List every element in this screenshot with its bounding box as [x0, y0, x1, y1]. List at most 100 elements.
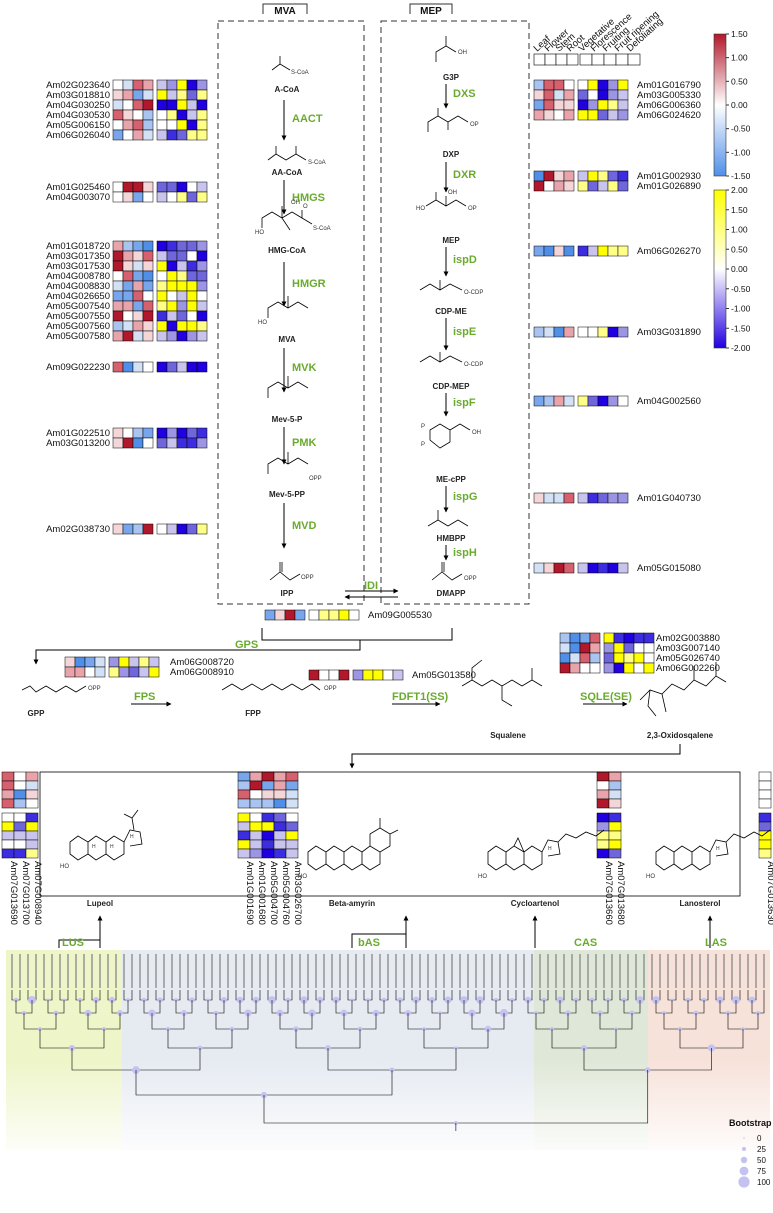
- tissue-cell: [122, 310, 134, 322]
- tissue-cell: [608, 771, 622, 782]
- gene-label: Am07G013690: [8, 861, 19, 925]
- tissue-cell: [25, 789, 39, 800]
- enzyme-mvd: MVD: [292, 520, 317, 532]
- stage-cell: [577, 180, 589, 192]
- tissue-cell: [13, 771, 27, 782]
- stage-cell: [176, 330, 188, 342]
- tissue-cell: [285, 798, 299, 809]
- tissue-cell: [559, 642, 571, 654]
- tissue-cell: [122, 437, 134, 449]
- stage-cell: [633, 632, 645, 644]
- svg-text:S-CoA: S-CoA: [313, 226, 331, 232]
- tissue-cell: [112, 330, 124, 342]
- stage-cell: [156, 99, 168, 111]
- met-mva: MVA: [278, 335, 295, 344]
- stage-cell: [607, 245, 619, 257]
- mva-heatmap-3: [112, 240, 208, 342]
- stage-cell: [643, 632, 655, 644]
- tissue-cell: [249, 771, 263, 782]
- tissue-cell: [13, 789, 27, 800]
- stage-cell: [166, 300, 178, 312]
- stage-cell: [176, 270, 188, 282]
- tissue-cell: [142, 129, 154, 141]
- gene-label: Am03G005330: [637, 90, 701, 101]
- tissue-cell: [563, 109, 575, 121]
- tissue-cell: [112, 119, 124, 131]
- tissue-cell: [1, 789, 15, 800]
- stage-cell: [25, 848, 39, 859]
- stage-cell: [176, 129, 188, 141]
- stage-cell: [613, 632, 625, 644]
- stage-cell: [607, 180, 619, 192]
- stage-cell: [249, 848, 263, 859]
- tissue-cell: [112, 89, 124, 101]
- stage-cell: [758, 812, 772, 823]
- tissue-cell: [237, 789, 251, 800]
- stage-cell: [597, 109, 609, 121]
- stage-cell: [156, 260, 168, 272]
- phylogenetic-tree: [11, 954, 765, 1131]
- gene-label: Am05G004700: [268, 861, 279, 925]
- stage-cell: [166, 290, 178, 302]
- enzyme-ispf: ispF: [453, 397, 476, 409]
- gene-label: Am05G007550: [46, 311, 110, 322]
- stage-cell: [1, 821, 15, 832]
- tissue-cell: [132, 437, 144, 449]
- enzyme-las: LAS: [705, 937, 727, 949]
- tissue-cell: [596, 780, 610, 791]
- tissue-cell: [261, 771, 275, 782]
- stage-cell: [166, 270, 178, 282]
- stage-cell: [186, 191, 198, 203]
- tissue-cell: [142, 523, 154, 535]
- svg-text:H: H: [92, 844, 96, 850]
- stage-cell: [148, 656, 160, 668]
- fpps-heatmap: [308, 669, 404, 681]
- gene-label: Am05G007580: [46, 331, 110, 342]
- tissue-cell: [579, 632, 591, 644]
- tissue-cell: [122, 250, 134, 262]
- tissue-cell: [563, 492, 575, 504]
- stage-cell: [261, 830, 275, 841]
- stage-cell: [186, 320, 198, 332]
- tissue-cell: [563, 326, 575, 338]
- lupeol-structure: [69, 809, 143, 861]
- stage-cell: [196, 181, 208, 193]
- stage-cell: [196, 79, 208, 91]
- stage-cell: [596, 821, 610, 832]
- stage-cell: [138, 666, 150, 678]
- gene-label: Am06G026270: [637, 246, 701, 257]
- stage-cell: [617, 99, 629, 111]
- stage-cell: [237, 821, 251, 832]
- stage-cell: [166, 523, 178, 535]
- met-ipp: IPP: [281, 589, 295, 598]
- tissue-cell: [533, 79, 545, 91]
- mep-heatmap-7: [533, 562, 629, 574]
- stage-cell: [597, 395, 609, 407]
- tissue-cell: [553, 395, 565, 407]
- stage-cell: [186, 330, 198, 342]
- tissue-cell: [563, 89, 575, 101]
- stage-cell: [176, 260, 188, 272]
- stage-cell: [643, 652, 655, 664]
- tissue-cell: [237, 798, 251, 809]
- stage-cell: [176, 290, 188, 302]
- tissue-cell: [122, 99, 134, 111]
- mep-heatmap-5: [533, 395, 629, 407]
- enzyme-dxr: DXR: [453, 169, 476, 181]
- svg-text:S-CoA: S-CoA: [308, 160, 326, 166]
- tissue-cell: [608, 789, 622, 800]
- beta-amyrin-structure: [307, 818, 399, 871]
- stage-cell: [597, 245, 609, 257]
- stage-cell: [156, 437, 168, 449]
- tissue-cell: [543, 180, 555, 192]
- stage-cell: [166, 310, 178, 322]
- svg-text:S-CoA: S-CoA: [291, 70, 309, 76]
- tissue-cell: [25, 798, 39, 809]
- stage-cell: [273, 839, 287, 850]
- tissue-cell: [559, 632, 571, 644]
- tissue-cell: [132, 250, 144, 262]
- tissue-cell: [84, 666, 96, 678]
- stage-cell: [156, 427, 168, 439]
- stage-cell: [166, 240, 178, 252]
- gene-label: Am06G008720: [170, 657, 234, 668]
